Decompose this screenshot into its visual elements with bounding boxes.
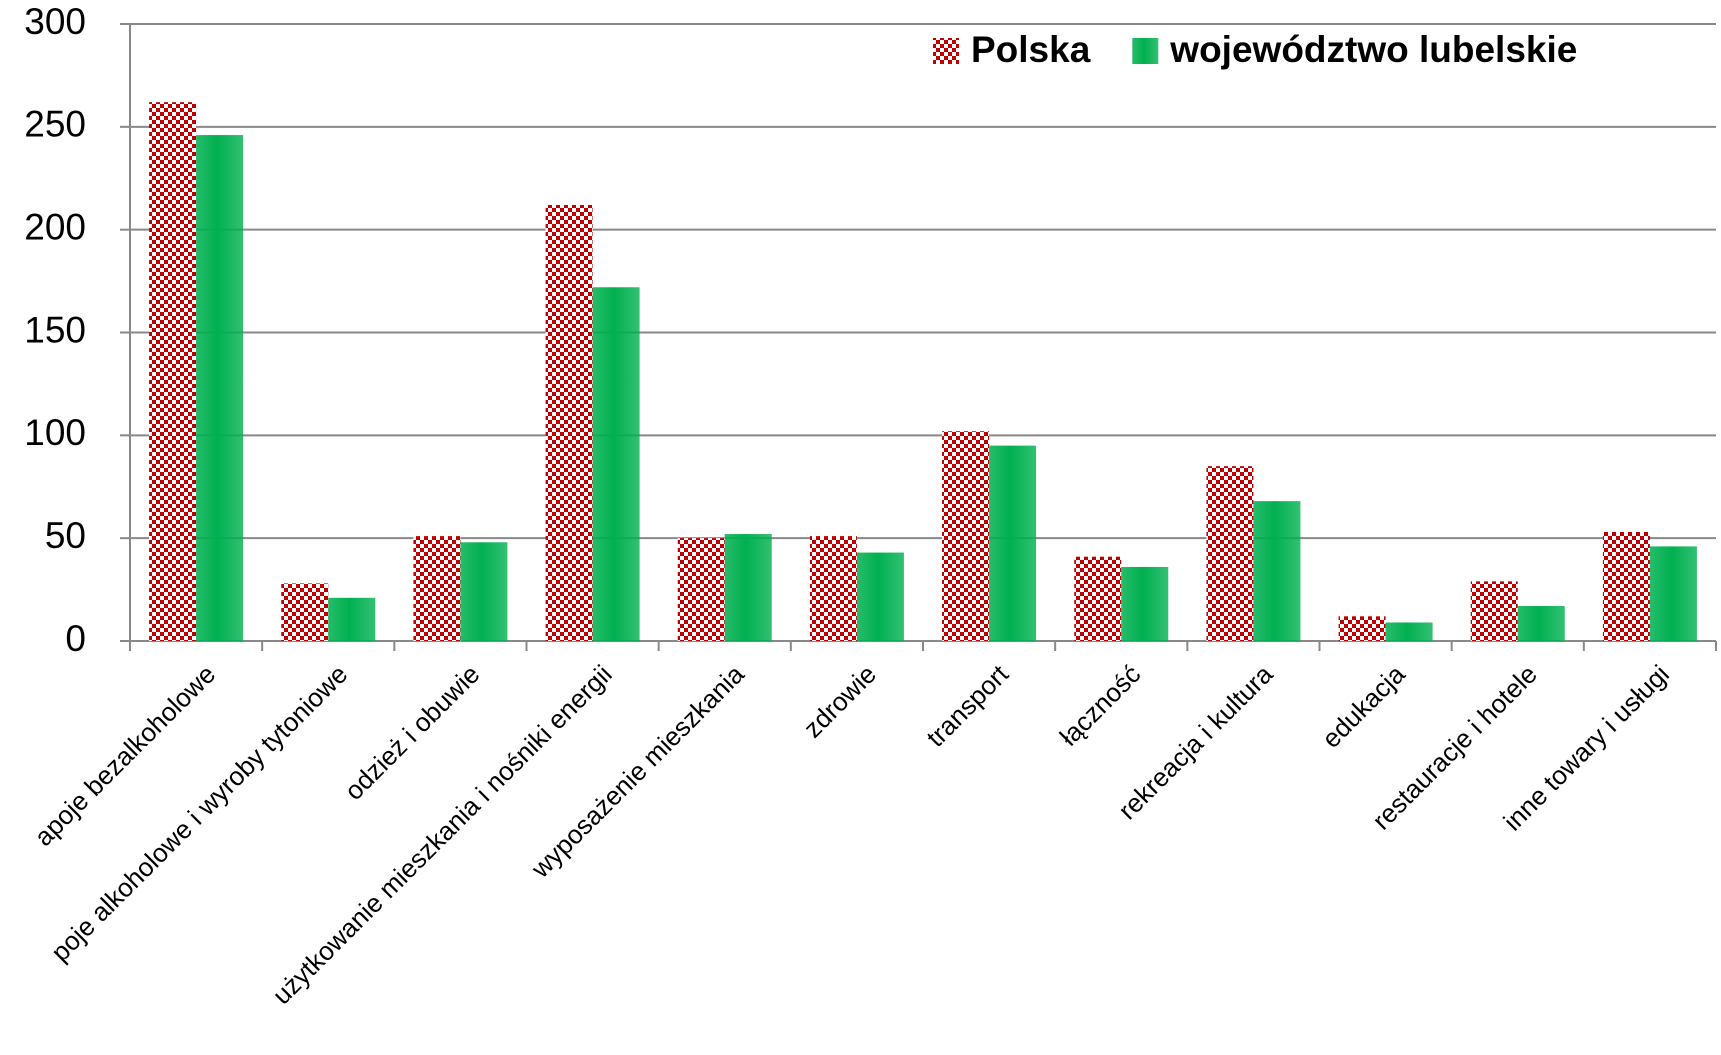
x-tick-label: poje alkoholowe i wyroby tytoniowe [45, 659, 353, 967]
bar [1253, 501, 1301, 641]
bar [809, 536, 857, 641]
bar [942, 431, 990, 641]
y-tick-label: 300 [24, 1, 86, 42]
y-tick-label: 200 [24, 206, 86, 247]
y-tick-label: 150 [24, 309, 86, 350]
bar [1385, 622, 1433, 641]
bar [281, 583, 329, 641]
x-tick-label: wyposażenie mieszkania [525, 659, 751, 885]
bar [724, 534, 772, 641]
legend: Polska województwo lubelskie [933, 29, 1577, 70]
y-tick-label: 100 [24, 412, 86, 453]
bar [989, 445, 1037, 641]
y-tick-label: 250 [24, 104, 86, 145]
bar [1074, 556, 1122, 641]
x-tick-label: odzież i obuwie [339, 659, 486, 806]
x-tick-label: zdrowie [797, 659, 882, 744]
bar [1517, 606, 1565, 641]
bar [413, 536, 461, 641]
bar [1206, 466, 1254, 641]
bar [1121, 566, 1169, 641]
bar [149, 102, 197, 642]
x-tick-label: łączność [1054, 659, 1147, 752]
bar [460, 542, 508, 641]
y-tick-label: 50 [45, 515, 86, 556]
legend-label: Polska [971, 29, 1091, 70]
bar [856, 552, 904, 641]
x-tick-label: edukacja [1316, 659, 1411, 754]
bar [1602, 531, 1650, 641]
bar [1338, 616, 1386, 641]
legend-swatch [933, 38, 959, 64]
bar [545, 204, 593, 641]
bar [328, 597, 376, 641]
bar [677, 538, 725, 641]
bar [196, 135, 244, 641]
bar [1649, 546, 1697, 641]
x-tick-label: transport [920, 658, 1014, 752]
legend-swatch [1132, 38, 1159, 64]
legend-label: województwo lubelskie [1169, 29, 1577, 70]
y-tick-label: 0 [65, 618, 86, 659]
bar [592, 287, 640, 641]
bar [1470, 581, 1518, 641]
